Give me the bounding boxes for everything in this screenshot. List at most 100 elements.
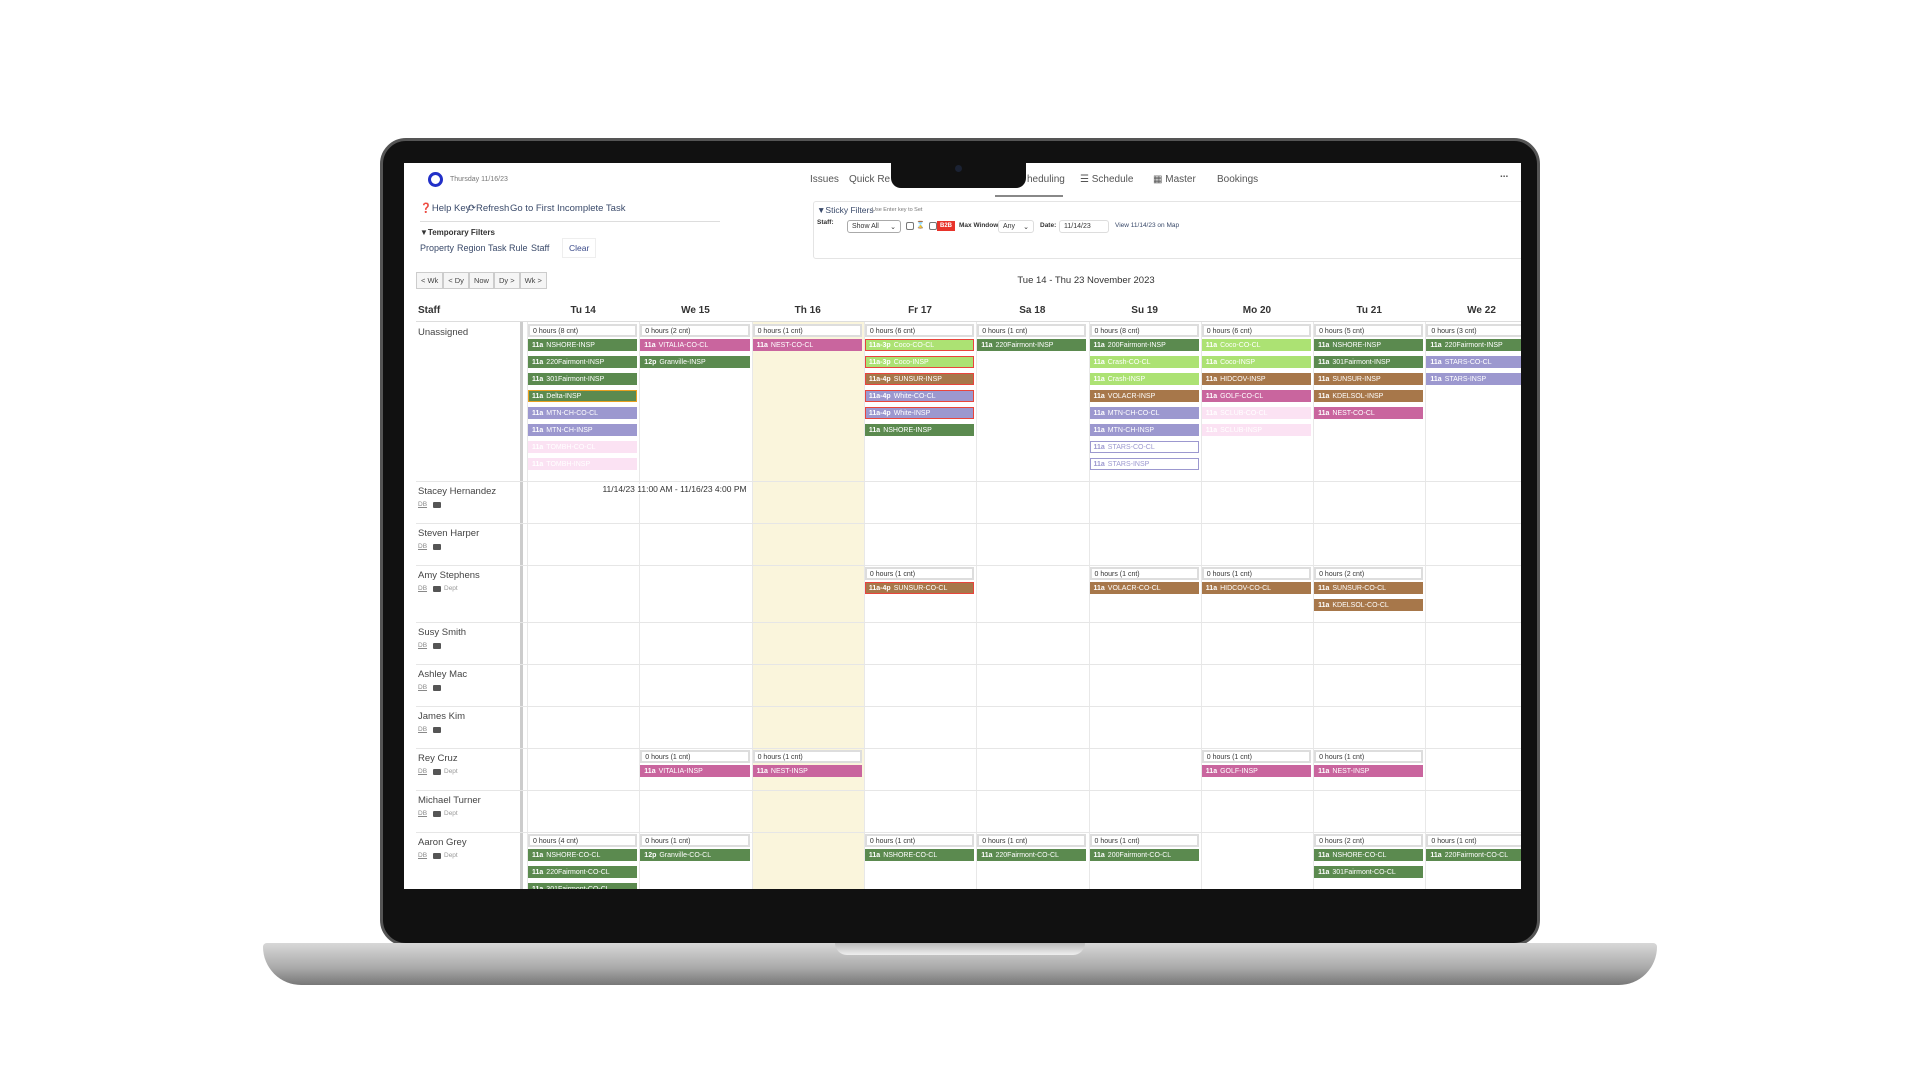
folder-icon[interactable] bbox=[433, 769, 441, 775]
now-button[interactable]: Now bbox=[468, 272, 494, 289]
staff-select[interactable]: Show All ⌄ bbox=[847, 220, 901, 233]
folder-icon[interactable] bbox=[433, 853, 441, 859]
prev-day-button[interactable]: < Dy bbox=[443, 272, 469, 289]
b2b-checkbox[interactable] bbox=[929, 222, 937, 230]
task-bar[interactable]: 11a-3p Coco-INSP bbox=[864, 356, 975, 368]
task-bar[interactable]: 11a 220Fairmont-CO-CL bbox=[528, 866, 638, 878]
staff-db-link[interactable]: DB bbox=[418, 501, 428, 508]
task-bar[interactable]: 11a MTN-CH-CO-CL bbox=[1089, 407, 1199, 419]
nav-schedule[interactable]: ☰ Schedule bbox=[1080, 174, 1133, 185]
task-bar[interactable]: 11a SCLUB-CO-CL bbox=[1201, 407, 1312, 419]
folder-icon[interactable] bbox=[433, 502, 441, 508]
task-bar[interactable]: 12p Granville-CO-CL bbox=[640, 849, 750, 861]
first-incomplete-task-link[interactable]: Go to First Incomplete Task bbox=[510, 203, 626, 214]
folder-icon[interactable] bbox=[433, 727, 441, 733]
task-bar[interactable]: 11a 301Fairmont-INSP bbox=[528, 373, 638, 385]
filter-region[interactable]: Region bbox=[457, 243, 486, 253]
hourglass-checkbox[interactable] bbox=[906, 222, 914, 230]
staff-db-link[interactable]: DB bbox=[418, 852, 428, 859]
task-bar[interactable]: 11a Coco-INSP bbox=[1201, 356, 1312, 368]
task-bar[interactable]: 11a MTN-CH-INSP bbox=[528, 424, 638, 436]
task-bar[interactable]: 11a KDELSOL-CO-CL bbox=[1314, 599, 1424, 611]
staff-name[interactable]: Susy Smith bbox=[418, 627, 467, 638]
task-bar[interactable]: 11a-3p Coco-CO-CL bbox=[864, 339, 975, 351]
staff-name[interactable]: Steven Harper bbox=[418, 528, 480, 539]
task-bar[interactable]: 11a VOLACR-CO-CL bbox=[1089, 582, 1199, 594]
task-bar[interactable]: 11a NSHORE-CO-CL bbox=[1314, 849, 1424, 861]
staff-name[interactable]: Stacey Hernandez bbox=[418, 486, 497, 497]
task-bar[interactable]: 11a NSHORE-INSP bbox=[1314, 339, 1424, 351]
task-bar[interactable]: 11a NSHORE-INSP bbox=[528, 339, 638, 351]
nav-issues[interactable]: Issues bbox=[810, 174, 839, 185]
nav-scheduling[interactable]: heduling bbox=[1027, 174, 1065, 185]
task-bar[interactable]: 11a KDELSOL-INSP bbox=[1314, 390, 1424, 402]
staff-db-link[interactable]: DB bbox=[418, 768, 428, 775]
staff-db-link[interactable]: DB bbox=[418, 810, 428, 817]
staff-name[interactable]: James Kim bbox=[418, 711, 465, 722]
folder-icon[interactable] bbox=[433, 544, 441, 550]
clear-filters-button[interactable]: Clear bbox=[562, 238, 597, 258]
task-bar[interactable]: 11a 220Fairmont-CO-CL bbox=[977, 849, 1087, 861]
folder-icon[interactable] bbox=[433, 586, 441, 592]
task-bar[interactable]: 12p Granville-INSP bbox=[640, 356, 750, 368]
help-key-button[interactable]: ❓Help Key bbox=[420, 203, 470, 214]
task-bar[interactable]: 11a-4p White-INSP bbox=[864, 407, 975, 419]
nav-master[interactable]: ▦ Master bbox=[1153, 174, 1196, 185]
task-bar[interactable]: 11a STARS-CO-CL bbox=[1426, 356, 1521, 368]
task-bar[interactable]: 11a SUNSUR-INSP bbox=[1314, 373, 1424, 385]
task-bar[interactable]: 11a VITALIA-INSP bbox=[640, 765, 750, 777]
staff-name[interactable]: Unassigned bbox=[418, 327, 469, 338]
task-bar[interactable]: 11a NEST-INSP bbox=[1314, 765, 1424, 777]
task-bar[interactable]: 11a TOMBH-CO-CL bbox=[528, 441, 638, 453]
staff-db-link[interactable]: DB bbox=[418, 684, 428, 691]
task-bar[interactable]: 11a 200Fairmont-CO-CL bbox=[1089, 849, 1199, 861]
task-bar[interactable]: 11a 220Fairmont-INSP bbox=[1426, 339, 1521, 351]
folder-icon[interactable] bbox=[433, 643, 441, 649]
task-bar[interactable]: 11a STARS-INSP bbox=[1426, 373, 1521, 385]
task-bar[interactable]: 11a NSHORE-INSP bbox=[864, 424, 975, 436]
task-bar[interactable]: 11a 301Fairmont-INSP bbox=[1314, 356, 1424, 368]
task-bar[interactable]: 11a VITALIA-CO-CL bbox=[640, 339, 750, 351]
task-bar[interactable]: 11a NEST-INSP bbox=[752, 765, 862, 777]
task-bar[interactable]: 11a NEST-CO-CL bbox=[1314, 407, 1424, 419]
prev-week-button[interactable]: < Wk bbox=[416, 272, 444, 289]
max-window-select[interactable]: Any ⌄ bbox=[998, 220, 1034, 233]
task-bar[interactable]: 11a GOLF-CO-CL bbox=[1201, 390, 1312, 402]
task-bar[interactable]: 11a 220Fairmont-INSP bbox=[977, 339, 1087, 351]
view-on-map-link[interactable]: View 11/14/23 on Map bbox=[1115, 222, 1180, 229]
task-bar[interactable]: 11a-4p SUNSUR-INSP bbox=[864, 373, 975, 385]
task-bar[interactable]: 11a SUNSUR-CO-CL bbox=[1314, 582, 1424, 594]
task-bar[interactable]: 11a NSHORE-CO-CL bbox=[528, 849, 638, 861]
folder-icon[interactable] bbox=[433, 811, 441, 817]
staff-name[interactable]: Amy Stephens bbox=[418, 570, 480, 581]
task-bar[interactable]: 11a-4p White-CO-CL bbox=[864, 390, 975, 402]
task-bar[interactable]: 11a 220Fairmont-CO-CL bbox=[1426, 849, 1521, 861]
task-bar[interactable]: 11a HIDCOV-INSP bbox=[1201, 373, 1312, 385]
task-bar[interactable]: 11a NSHORE-CO-CL bbox=[864, 849, 975, 861]
task-bar[interactable]: 11a Coco-CO-CL bbox=[1201, 339, 1312, 351]
filter-staff[interactable]: Staff bbox=[531, 243, 550, 253]
staff-db-link[interactable]: DB bbox=[418, 543, 428, 550]
date-input[interactable]: 11/14/23 bbox=[1059, 220, 1109, 233]
refresh-button[interactable]: ⟳Refresh bbox=[468, 203, 509, 214]
task-bar[interactable]: 11a Crash-CO-CL bbox=[1089, 356, 1199, 368]
next-day-button[interactable]: Dy > bbox=[493, 272, 520, 289]
staff-db-link[interactable]: DB bbox=[418, 585, 428, 592]
task-bar[interactable]: 11a MTN-CH-INSP bbox=[1089, 424, 1199, 436]
filter-task-rule[interactable]: Task Rule bbox=[488, 243, 528, 253]
folder-icon[interactable] bbox=[433, 685, 441, 691]
task-bar[interactable]: 11a STARS-CO-CL bbox=[1089, 441, 1199, 453]
staff-name[interactable]: Aaron Grey bbox=[418, 837, 467, 848]
filter-property[interactable]: Property bbox=[420, 243, 455, 253]
nav-quick-reports[interactable]: Quick Re bbox=[849, 174, 891, 185]
task-bar[interactable]: 11a NEST-CO-CL bbox=[752, 339, 862, 351]
task-bar[interactable]: 11a HIDCOV-CO-CL bbox=[1201, 582, 1312, 594]
staff-db-link[interactable]: DB bbox=[418, 642, 428, 649]
task-bar[interactable]: 11a VOLACR-INSP bbox=[1089, 390, 1199, 402]
task-bar[interactable]: 11a-4p SUNSUR-CO-CL bbox=[864, 582, 975, 594]
staff-db-link[interactable]: DB bbox=[418, 726, 428, 733]
more-menu-icon[interactable]: ... bbox=[1500, 169, 1509, 180]
staff-name[interactable]: Michael Turner bbox=[418, 795, 481, 806]
